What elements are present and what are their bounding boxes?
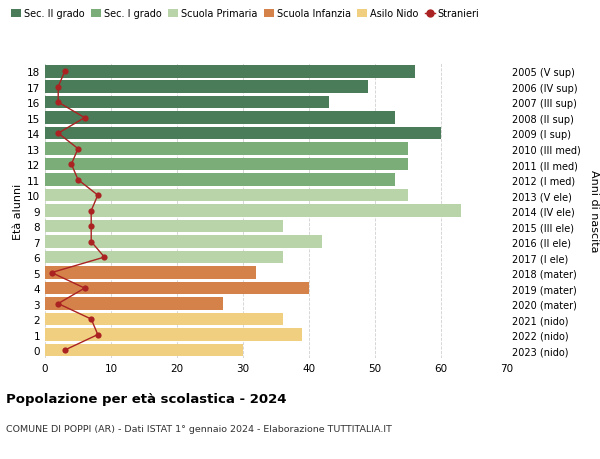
Bar bbox=[45, 128, 441, 140]
Point bbox=[80, 115, 89, 122]
Bar bbox=[45, 112, 395, 125]
Bar bbox=[45, 190, 408, 202]
Bar bbox=[45, 143, 408, 156]
Bar bbox=[45, 81, 368, 94]
Point bbox=[86, 316, 96, 323]
Bar bbox=[45, 158, 408, 171]
Bar bbox=[45, 267, 256, 280]
Point bbox=[100, 254, 109, 261]
Bar bbox=[45, 297, 223, 310]
Text: Popolazione per età scolastica - 2024: Popolazione per età scolastica - 2024 bbox=[6, 392, 287, 405]
Point bbox=[73, 146, 83, 153]
Point bbox=[80, 285, 89, 292]
Bar bbox=[45, 251, 283, 264]
Point bbox=[47, 269, 56, 277]
Bar bbox=[45, 220, 283, 233]
Point bbox=[86, 238, 96, 246]
Point bbox=[93, 192, 103, 199]
Point bbox=[53, 99, 63, 106]
Point bbox=[53, 84, 63, 91]
Bar bbox=[45, 174, 395, 186]
Bar bbox=[45, 344, 243, 357]
Point bbox=[60, 68, 70, 76]
Point bbox=[93, 331, 103, 338]
Bar bbox=[45, 66, 415, 78]
Text: COMUNE DI POPPI (AR) - Dati ISTAT 1° gennaio 2024 - Elaborazione TUTTITALIA.IT: COMUNE DI POPPI (AR) - Dati ISTAT 1° gen… bbox=[6, 425, 392, 434]
Y-axis label: Anni di nascita: Anni di nascita bbox=[589, 170, 599, 252]
Point bbox=[73, 177, 83, 184]
Point bbox=[67, 161, 76, 168]
Point bbox=[86, 207, 96, 215]
Point bbox=[60, 347, 70, 354]
Bar bbox=[45, 96, 329, 109]
Point bbox=[53, 130, 63, 138]
Bar bbox=[45, 282, 309, 295]
Legend: Sec. II grado, Sec. I grado, Scuola Primaria, Scuola Infanzia, Asilo Nido, Stran: Sec. II grado, Sec. I grado, Scuola Prim… bbox=[11, 10, 479, 19]
Bar bbox=[45, 329, 302, 341]
Point bbox=[86, 223, 96, 230]
Bar bbox=[45, 205, 461, 218]
Y-axis label: Età alunni: Età alunni bbox=[13, 183, 23, 239]
Point bbox=[53, 300, 63, 308]
Bar bbox=[45, 236, 322, 248]
Bar bbox=[45, 313, 283, 326]
